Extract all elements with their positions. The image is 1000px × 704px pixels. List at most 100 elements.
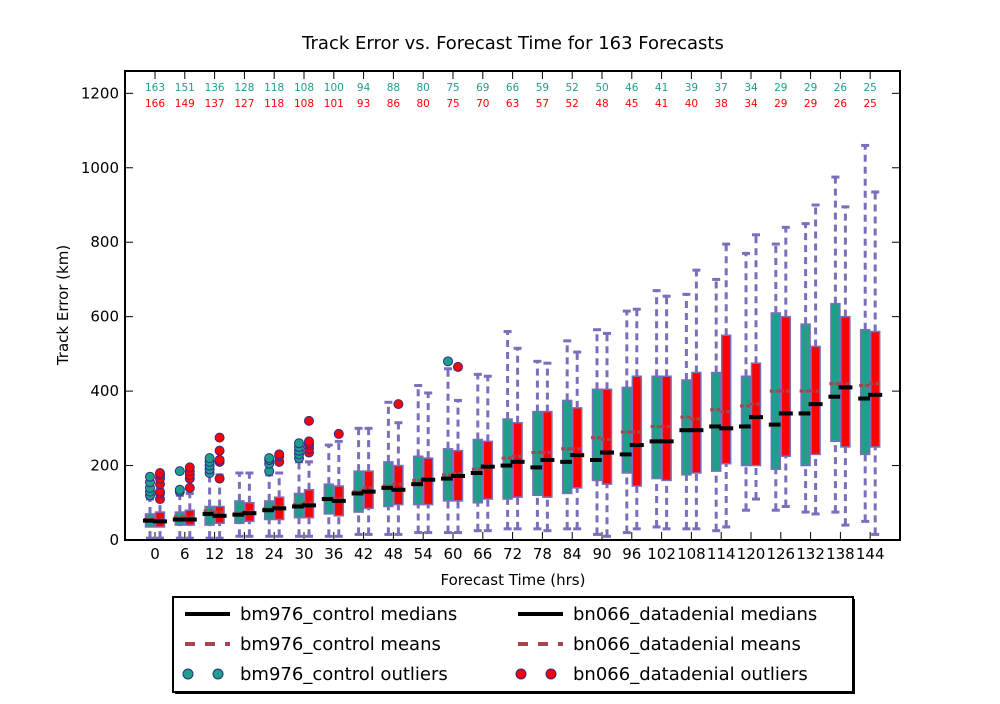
box-bm976_control — [561, 399, 573, 495]
count-label: 136 — [205, 82, 225, 94]
x-tick-label: 138 — [826, 545, 855, 563]
box-bm976_control — [710, 371, 722, 472]
box-bm976_control — [800, 323, 811, 467]
x-tick-label: 126 — [766, 545, 795, 563]
count-label: 40 — [685, 98, 698, 110]
count-label: 50 — [595, 82, 608, 94]
x-tick-label: 66 — [473, 545, 492, 563]
count-label: 45 — [625, 98, 638, 110]
count-label: 93 — [357, 98, 370, 110]
outlier-point — [264, 453, 275, 464]
count-label: 48 — [595, 98, 608, 110]
box-bm976_control — [859, 328, 871, 456]
outlier-point — [214, 473, 225, 484]
outlier-point — [214, 454, 225, 465]
x-tick-label: 48 — [384, 545, 403, 563]
x-tick-label: 120 — [737, 545, 766, 563]
count-label: 118 — [264, 82, 284, 94]
box-bm976_control — [740, 375, 752, 467]
x-tick-label: 36 — [324, 545, 343, 563]
outlier-point — [453, 361, 463, 372]
count-label: 39 — [685, 82, 698, 94]
x-tick-label: 6 — [180, 545, 190, 563]
x-tick-label: 72 — [503, 545, 522, 563]
count-label: 63 — [506, 98, 519, 110]
count-label: 41 — [655, 98, 668, 110]
box-bn066_datadenial — [750, 362, 762, 467]
count-label: 57 — [536, 98, 549, 110]
x-tick-label: 18 — [235, 545, 254, 563]
x-tick-label: 90 — [592, 545, 611, 563]
legend-label: bm976_control means — [240, 634, 441, 655]
count-label: 37 — [715, 82, 728, 94]
legend: bm976_control medians bn066_datadenial me… — [172, 596, 855, 694]
box-bn066_datadenial — [840, 315, 851, 448]
outlier-point — [145, 471, 155, 482]
count-label: 151 — [175, 82, 195, 94]
x-tick-label: 132 — [796, 545, 825, 563]
count-label: 70 — [476, 98, 489, 110]
count-label: 59 — [536, 82, 549, 94]
count-label: 66 — [506, 82, 520, 94]
x-tick-label: 78 — [533, 545, 552, 563]
box-bn066_datadenial — [482, 440, 494, 500]
box-bm976_control — [383, 461, 394, 508]
count-label: 137 — [205, 98, 225, 110]
outlier-point — [333, 428, 344, 439]
x-tick-label: 30 — [294, 545, 313, 563]
count-label: 100 — [324, 82, 344, 94]
x-tick-label: 54 — [414, 545, 433, 563]
count-label: 41 — [655, 82, 668, 94]
legend-label: bn066_datadenial medians — [573, 604, 817, 625]
outlier-point — [274, 449, 285, 460]
count-label: 29 — [774, 82, 787, 94]
legend-outlier-swatch — [515, 668, 527, 680]
x-tick-label: 42 — [354, 545, 373, 563]
box-bm976_control — [591, 388, 603, 482]
outlier-point — [304, 415, 314, 426]
count-label: 80 — [417, 98, 430, 110]
count-label: 86 — [387, 98, 401, 110]
count-label: 25 — [864, 98, 877, 110]
box-bn066_datadenial — [661, 375, 672, 482]
count-label: 80 — [417, 82, 430, 94]
outlier-point — [155, 468, 165, 478]
outlier-point — [304, 436, 314, 447]
outlier-point — [393, 399, 404, 410]
count-label: 127 — [234, 98, 254, 110]
x-tick-label: 60 — [443, 545, 462, 563]
y-tick-label: 400 — [90, 382, 119, 400]
outlier-point — [214, 445, 225, 456]
legend-outlier-swatch — [545, 668, 557, 680]
count-label: 29 — [804, 98, 817, 110]
outlier-point — [214, 432, 225, 443]
count-label: 128 — [234, 82, 254, 94]
x-tick-label: 12 — [205, 545, 224, 563]
legend-outlier-swatch — [182, 668, 194, 680]
box-bn066_datadenial — [780, 315, 792, 457]
box-bn066_datadenial — [601, 388, 613, 485]
count-label: 118 — [264, 98, 284, 110]
count-label: 25 — [864, 82, 877, 94]
outlier-point — [204, 453, 215, 464]
legend-label: bn066_datadenial means — [573, 634, 801, 655]
count-label: 26 — [834, 98, 848, 110]
count-label: 34 — [744, 82, 758, 94]
x-tick-label: 84 — [563, 545, 582, 563]
box-bn066_datadenial — [691, 371, 702, 474]
legend-box — [172, 596, 854, 693]
outlier-point — [294, 438, 304, 449]
x-tick-label: 114 — [707, 545, 736, 563]
legend-label: bm976_control outliers — [240, 664, 448, 685]
x-tick-label: 0 — [150, 545, 160, 563]
y-axis-label: Track Error (km) — [54, 245, 72, 366]
x-tick-label: 108 — [677, 545, 706, 563]
legend-label: bn066_datadenial outliers — [573, 664, 808, 685]
legend-label: bm976_control medians — [240, 604, 457, 625]
count-label: 75 — [446, 98, 459, 110]
x-tick-label: 144 — [856, 545, 885, 563]
outlier-point — [184, 462, 195, 473]
box-bn066_datadenial — [869, 330, 881, 448]
